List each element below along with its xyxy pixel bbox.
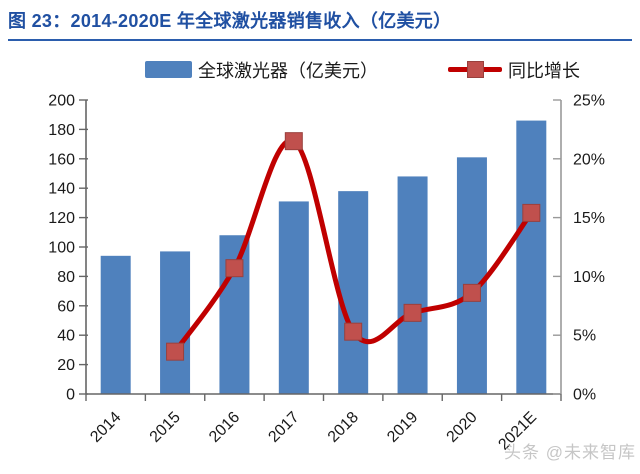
- marker-2016: [225, 259, 244, 278]
- marker-2017: [284, 132, 303, 151]
- left-axis-tick-label: 120: [48, 210, 75, 227]
- left-axis-tick-label: 100: [48, 240, 75, 257]
- bar-2019: [397, 176, 428, 394]
- chart-legend: 全球激光器（亿美元） 同比增长: [0, 54, 640, 84]
- figure-title: 图 23：2014-2020E 年全球激光器销售收入（亿美元）: [8, 11, 452, 31]
- marker-2021E: [522, 203, 541, 222]
- left-axis-tick-label: 160: [48, 151, 75, 168]
- left-axis-tick-label: 140: [48, 181, 75, 198]
- line-legend-marker: [467, 61, 484, 78]
- bar-series-swatch: [145, 61, 192, 78]
- bar-2017: [278, 201, 309, 394]
- title-underline: [8, 39, 632, 41]
- right-axis-tick-label: 10%: [573, 269, 605, 286]
- left-axis-tick-label: 60: [57, 298, 75, 315]
- bar-2015: [160, 251, 191, 394]
- bar-2016: [219, 235, 250, 394]
- marker-2015: [166, 342, 185, 361]
- right-axis-tick-label: 20%: [573, 151, 605, 168]
- bar-2014: [100, 255, 131, 394]
- right-axis-tick-label: 15%: [573, 210, 605, 227]
- x-label-2015: 2015: [147, 409, 184, 446]
- bar-2020: [456, 157, 487, 394]
- bar-2021E: [516, 120, 547, 394]
- line-series-swatch: [448, 54, 502, 84]
- marker-2019: [403, 303, 422, 322]
- x-label-2016: 2016: [206, 409, 243, 446]
- right-axis-tick-label: 25%: [573, 93, 605, 110]
- left-axis-tick-label: 20: [57, 357, 75, 374]
- x-label-2018: 2018: [325, 409, 362, 446]
- marker-2020: [462, 283, 481, 302]
- right-axis-tick-label: 0%: [573, 387, 596, 404]
- left-axis-tick-label: 200: [48, 93, 75, 110]
- marker-2018: [344, 322, 363, 341]
- left-axis-tick-label: 0: [66, 387, 75, 404]
- watermark: 头条 @未来智库: [504, 443, 636, 462]
- bar-series-label: 全球激光器（亿美元）: [198, 61, 378, 81]
- x-label-2014: 2014: [87, 409, 124, 446]
- left-axis-tick-label: 180: [48, 122, 75, 139]
- x-label-2020: 2020: [444, 409, 481, 446]
- x-label-2019: 2019: [384, 409, 421, 446]
- left-axis-tick-label: 80: [57, 269, 75, 286]
- line-series-label: 同比增长: [508, 61, 580, 81]
- bar-2018: [338, 191, 369, 394]
- left-axis-tick-label: 40: [57, 328, 75, 345]
- right-axis-tick-label: 5%: [573, 328, 596, 345]
- x-label-2017: 2017: [265, 409, 302, 446]
